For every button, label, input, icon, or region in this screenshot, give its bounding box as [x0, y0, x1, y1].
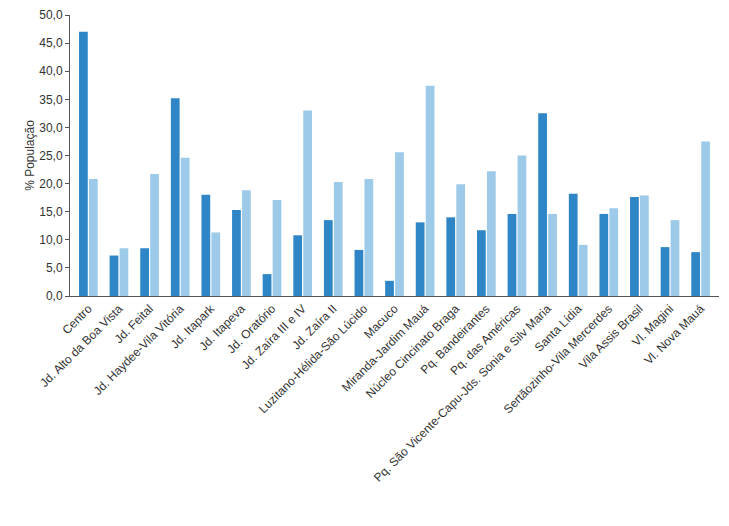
svg-text:5,0: 5,0	[46, 261, 63, 275]
svg-text:Jd. Oratório: Jd. Oratório	[224, 302, 278, 356]
svg-text:Macuco: Macuco	[361, 302, 401, 342]
svg-text:% População: % População	[23, 120, 37, 191]
svg-text:Centro: Centro	[59, 302, 95, 338]
svg-text:Jd. Itapark: Jd. Itapark	[168, 301, 218, 351]
svg-text:Pq. São Vicente-Capu-Jds. Soni: Pq. São Vicente-Capu-Jds. Sonia e Silv M…	[371, 302, 554, 485]
svg-text:40,0: 40,0	[39, 64, 63, 78]
svg-text:Núcleo Cincinato Braga: Núcleo Cincinato Braga	[363, 302, 462, 401]
svg-text:Vl. Nova Mauá: Vl. Nova Mauá	[641, 302, 707, 368]
svg-text:Jd. Zaíra III e IV: Jd. Zaíra III e IV	[239, 302, 309, 372]
svg-text:25,0: 25,0	[39, 149, 63, 163]
svg-text:Vila Assis Brasil: Vila Assis Brasil	[576, 302, 646, 372]
svg-text:0,0: 0,0	[46, 289, 63, 303]
svg-text:Jd. Feital: Jd. Feital	[112, 302, 156, 346]
svg-text:Pq. das Américas: Pq. das Américas	[447, 302, 523, 378]
svg-text:45,0: 45,0	[39, 36, 63, 50]
svg-text:Pq. Bandeirantes: Pq. Bandeirantes	[418, 302, 493, 377]
svg-text:Jd. Zaíra II: Jd. Zaíra II	[289, 302, 339, 352]
svg-text:Jd. Itapeva: Jd. Itapeva	[196, 302, 248, 354]
svg-text:10,0: 10,0	[39, 233, 63, 247]
svg-text:30,0: 30,0	[39, 121, 63, 135]
svg-text:50,0: 50,0	[39, 8, 63, 22]
svg-text:Miranda-Jardim Mauá: Miranda-Jardim Mauá	[339, 302, 432, 395]
svg-text:20,0: 20,0	[39, 177, 63, 191]
svg-text:15,0: 15,0	[39, 205, 63, 219]
svg-text:Jd. Alto da Boa Vista: Jd. Alto da Boa Vista	[37, 302, 125, 390]
svg-text:Sertãozinho-Vila Mercerdes: Sertãozinho-Vila Mercerdes	[501, 302, 615, 416]
svg-text:35,0: 35,0	[39, 93, 63, 107]
svg-text:Santa Lídia: Santa Lídia	[532, 302, 585, 355]
svg-text:Vl. Magini: Vl. Magini	[629, 302, 676, 349]
svg-text:Jd. Haydee-Vila Vitória: Jd. Haydee-Vila Vitória	[91, 302, 187, 398]
svg-text:Luzitano-Hélida-São Lúcido: Luzitano-Hélida-São Lúcido	[256, 302, 370, 416]
